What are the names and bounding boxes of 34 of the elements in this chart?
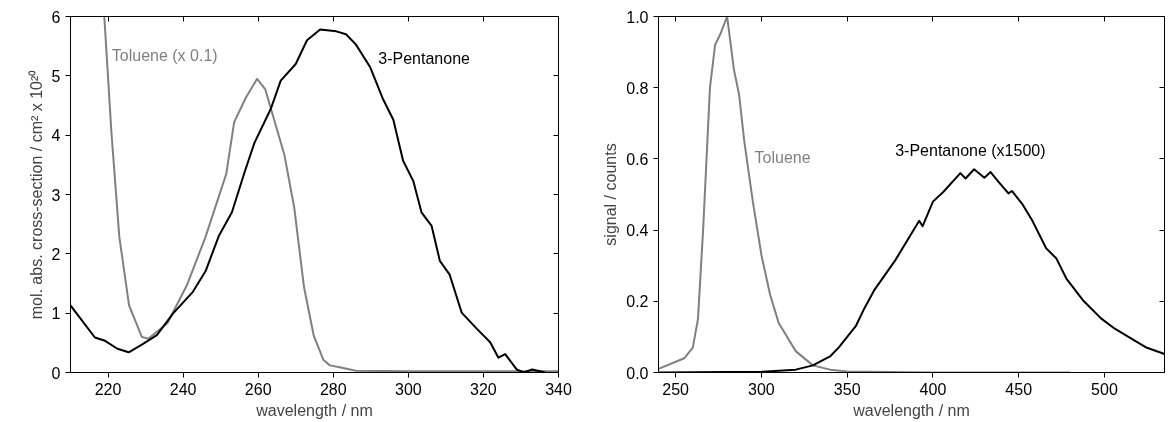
y-tick-label: 3 — [51, 186, 61, 204]
series-label: Toluene — [754, 149, 811, 167]
y-tick-label: 0 — [51, 364, 61, 382]
x-tick-label: 350 — [833, 380, 861, 398]
x-tick-label: 450 — [1005, 380, 1033, 398]
y-tick-label: 1.0 — [626, 8, 649, 26]
y-tick-label: 0.6 — [626, 150, 649, 168]
x-tick-label: 300 — [395, 380, 422, 398]
y-axis-title: signal / counts — [602, 143, 620, 246]
y-tick-label: 0.2 — [626, 293, 649, 311]
y-tick-label: 6 — [51, 8, 61, 26]
series-label: Toluene (x 0.1) — [111, 46, 218, 64]
series-label: 3-Pentanone — [378, 49, 471, 67]
y-axis-title: mol. abs. cross-section / cm² x 10²⁰ — [27, 69, 45, 320]
y-tick-label: 1 — [51, 305, 61, 323]
y-tick-label: 2 — [51, 245, 61, 263]
x-tick-label: 340 — [545, 380, 572, 398]
y-tick-label: 0.0 — [626, 364, 649, 382]
x-tick-label: 300 — [748, 380, 775, 398]
y-tick-label: 4 — [51, 127, 61, 145]
x-tick-label: 280 — [319, 380, 347, 398]
x-tick-label: 320 — [470, 380, 497, 398]
y-tick-label: 0.4 — [626, 222, 649, 240]
x-tick-label: 500 — [1091, 380, 1118, 398]
y-tick-label: 5 — [51, 67, 61, 85]
x-tick-label: 250 — [662, 380, 690, 398]
x-tick-label: 400 — [919, 380, 947, 398]
x-axis-title: wavelength / nm — [255, 401, 373, 419]
x-tick-label: 220 — [94, 380, 122, 398]
x-axis-title: wavelength / nm — [852, 401, 970, 419]
x-tick-label: 260 — [244, 380, 272, 398]
y-tick-label: 0.8 — [626, 79, 649, 97]
series-label: 3-Pentanone (x1500) — [895, 141, 1046, 159]
x-tick-label: 240 — [169, 380, 197, 398]
